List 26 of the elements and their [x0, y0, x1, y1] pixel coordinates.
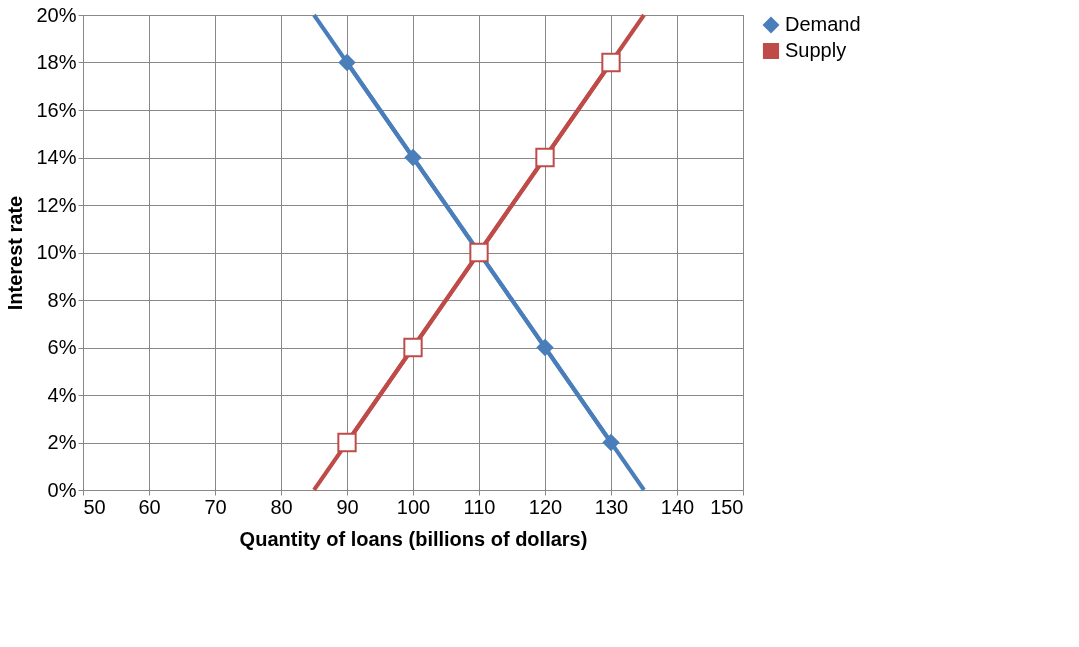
- x-tick-label: 60: [138, 495, 161, 518]
- y-tick-label: 4%: [47, 383, 77, 406]
- x-tick-label: 100: [396, 495, 431, 518]
- y-tick-label: 6%: [47, 336, 77, 358]
- x-tick-label: 50: [83, 495, 106, 518]
- legend-label: Demand: [785, 13, 861, 35]
- y-tick-label: 12%: [36, 193, 77, 216]
- x-tick-label: 150: [710, 495, 744, 518]
- x-tick-label: 70: [204, 495, 227, 518]
- x-tick-label: 90: [336, 495, 359, 518]
- y-tick-label: 16%: [36, 98, 77, 121]
- y-tick-label: 8%: [47, 288, 77, 311]
- x-axis-title: Quantity of loans (billions of dollars): [239, 527, 588, 550]
- y-tick-label: 2%: [47, 431, 77, 453]
- y-tick-label: 18%: [36, 51, 77, 73]
- x-tick-label: 110: [463, 495, 496, 518]
- y-tick-label: 0%: [47, 478, 77, 501]
- x-tick-label: 140: [660, 495, 695, 518]
- x-tick-label: 120: [528, 495, 563, 518]
- y-axis-title: Interest rate: [4, 195, 27, 311]
- x-tick-label: 130: [594, 495, 629, 518]
- y-tick-label: 14%: [36, 146, 77, 168]
- y-tick-label: 10%: [36, 241, 77, 263]
- x-tick-label: 80: [270, 495, 293, 518]
- legend-label: Supply: [785, 39, 847, 61]
- y-tick-label: 20%: [36, 3, 77, 26]
